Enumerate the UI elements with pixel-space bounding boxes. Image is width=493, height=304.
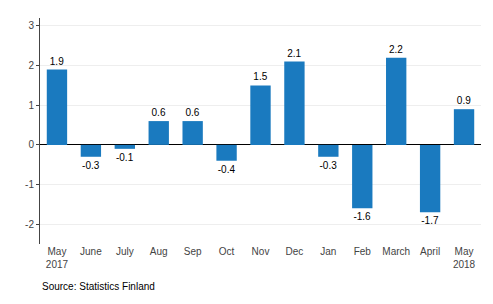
svg-text:March: March (382, 246, 410, 257)
svg-text:April: April (420, 246, 440, 257)
svg-text:0.9: 0.9 (457, 95, 471, 106)
svg-text:Sep: Sep (184, 246, 202, 257)
svg-text:2.1: 2.1 (287, 48, 301, 59)
svg-text:-0.3: -0.3 (320, 160, 338, 171)
svg-text:Jan: Jan (320, 246, 336, 257)
svg-text:1: 1 (28, 100, 34, 111)
svg-text:Dec: Dec (286, 246, 304, 257)
svg-text:July: July (116, 246, 134, 257)
svg-text:2: 2 (28, 60, 34, 71)
svg-text:-0.1: -0.1 (116, 152, 134, 163)
svg-text:0.6: 0.6 (152, 107, 166, 118)
svg-text:Aug: Aug (150, 246, 168, 257)
svg-text:June: June (80, 246, 102, 257)
svg-text:3: 3 (28, 20, 34, 31)
svg-text:Nov: Nov (252, 246, 270, 257)
svg-text:-0.3: -0.3 (82, 160, 100, 171)
svg-text:Feb: Feb (354, 246, 372, 257)
svg-text:-0.4: -0.4 (218, 164, 236, 175)
svg-text:-1: -1 (25, 179, 34, 190)
svg-text:2.2: 2.2 (389, 44, 403, 55)
svg-text:1.9: 1.9 (50, 56, 64, 67)
svg-text:May2017: May2017 (46, 246, 69, 270)
svg-text:Source: Statistics Finland: Source: Statistics Finland (42, 281, 155, 292)
svg-text:-2: -2 (25, 219, 34, 230)
svg-text:May2018: May2018 (453, 246, 476, 270)
svg-text:-1.6: -1.6 (353, 211, 371, 222)
svg-text:-1.7: -1.7 (421, 215, 439, 226)
svg-text:1.5: 1.5 (253, 71, 267, 82)
svg-text:0: 0 (28, 139, 34, 150)
svg-text:0.6: 0.6 (185, 107, 199, 118)
svg-text:Oct: Oct (219, 246, 235, 257)
